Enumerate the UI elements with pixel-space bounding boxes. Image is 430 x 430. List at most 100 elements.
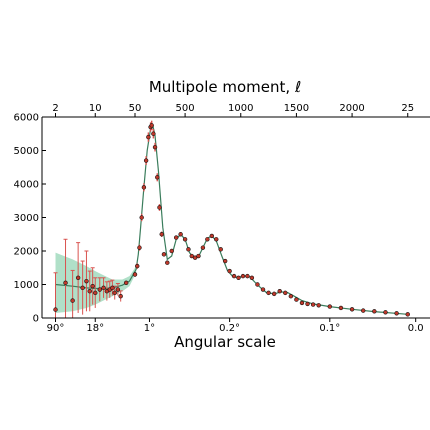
data-point: [141, 185, 147, 190]
top-tick-label: 1500: [284, 103, 309, 114]
data-point: [110, 285, 115, 291]
data-point: [245, 273, 250, 279]
data-point: [205, 237, 210, 242]
top-tick-label: 50: [129, 103, 142, 114]
data-point: [192, 255, 198, 260]
data-point: [143, 158, 149, 163]
data-point: [155, 175, 160, 180]
data-point: [249, 275, 255, 280]
data-point: [157, 205, 162, 210]
y-tick-label: 5000: [14, 146, 39, 157]
data-point: [271, 291, 277, 297]
data-point: [214, 237, 219, 242]
data-point: [260, 287, 266, 292]
data-point: [236, 275, 241, 280]
bottom-axis-title: Angular scale: [174, 333, 276, 351]
y-tick-label: 4000: [14, 180, 39, 191]
data-point: [209, 233, 215, 239]
cosmic-variance-band: [55, 252, 137, 313]
data-point: [137, 245, 142, 250]
data-point: [294, 297, 299, 302]
data-point: [139, 215, 144, 220]
data-point: [159, 232, 164, 237]
data-point: [283, 290, 288, 296]
top-tick-label: 2000: [339, 103, 364, 114]
data-point: [310, 302, 316, 307]
data-point: [75, 275, 81, 280]
data-point: [165, 260, 170, 265]
bottom-tick-label: 1°: [144, 323, 155, 334]
data-point: [101, 285, 106, 291]
bottom-tick-label: 0.1°: [319, 323, 340, 334]
data-point: [277, 289, 282, 294]
data-point: [349, 307, 355, 312]
data-point: [182, 237, 188, 242]
data-point: [372, 309, 377, 314]
data-point: [80, 285, 85, 291]
data-point: [123, 280, 129, 286]
y-ticks: 0 1000 2000 3000 4000 5000 6000: [14, 113, 46, 325]
data-point: [266, 290, 271, 296]
data-points-layer: [53, 123, 410, 317]
y-tick-label: 3000: [14, 213, 39, 224]
data-point: [316, 303, 321, 308]
data-point: [132, 272, 138, 277]
data-point: [405, 312, 410, 317]
data-point: [70, 298, 75, 303]
data-point: [299, 300, 305, 306]
data-point: [112, 290, 117, 296]
data-point: [178, 232, 183, 237]
data-point: [240, 273, 246, 279]
y-tick-label: 1000: [14, 280, 39, 291]
data-point: [169, 248, 174, 254]
data-point: [288, 294, 294, 299]
data-point: [152, 144, 158, 150]
data-point: [327, 304, 333, 309]
data-point: [361, 308, 366, 313]
data-point: [383, 310, 388, 315]
data-point: [218, 247, 223, 252]
data-point: [394, 311, 399, 316]
data-point: [305, 301, 310, 307]
bottom-tick-label: 0.2°: [219, 323, 240, 334]
data-point: [227, 268, 232, 274]
data-point: [222, 258, 228, 264]
data-point: [149, 123, 154, 128]
data-point: [63, 280, 68, 286]
top-tick-label: 25: [401, 103, 414, 114]
bottom-tick-label: 18°: [86, 323, 104, 334]
data-point: [115, 287, 121, 292]
data-point: [97, 287, 102, 292]
bottom-tick-label: 0.0: [408, 323, 424, 334]
data-point: [200, 245, 206, 250]
data-point: [90, 283, 95, 289]
data-point: [84, 278, 89, 284]
y-tick-label: 0: [33, 314, 39, 325]
error-bars-layer: [53, 120, 409, 318]
top-ticks: 2 10 50 500 1000 1500 2000 25: [52, 103, 414, 117]
data-point: [151, 131, 156, 136]
bottom-ticks: 90° 18° 1° 0.2° 0.1° 0.0: [47, 318, 424, 334]
data-point: [338, 305, 344, 311]
data-point: [255, 282, 260, 287]
data-point: [231, 273, 237, 279]
data-point: [93, 290, 98, 296]
data-point: [118, 294, 123, 299]
top-tick-label: 1000: [228, 103, 253, 114]
data-point: [87, 289, 92, 294]
top-tick-label: 2: [52, 103, 58, 114]
top-axis-title: Multipole moment, ℓ: [149, 78, 301, 96]
bottom-tick-label: 90°: [47, 323, 65, 334]
data-point: [53, 307, 58, 312]
data-point: [146, 134, 151, 140]
y-tick-label: 2000: [14, 247, 39, 258]
data-point: [189, 253, 194, 259]
data-point: [173, 235, 179, 240]
data-point: [186, 247, 191, 252]
y-tick-label: 6000: [14, 113, 39, 124]
data-point: [135, 263, 140, 269]
top-tick-label: 500: [176, 103, 195, 114]
variance-band-layer: [55, 252, 137, 313]
data-point: [196, 253, 201, 259]
